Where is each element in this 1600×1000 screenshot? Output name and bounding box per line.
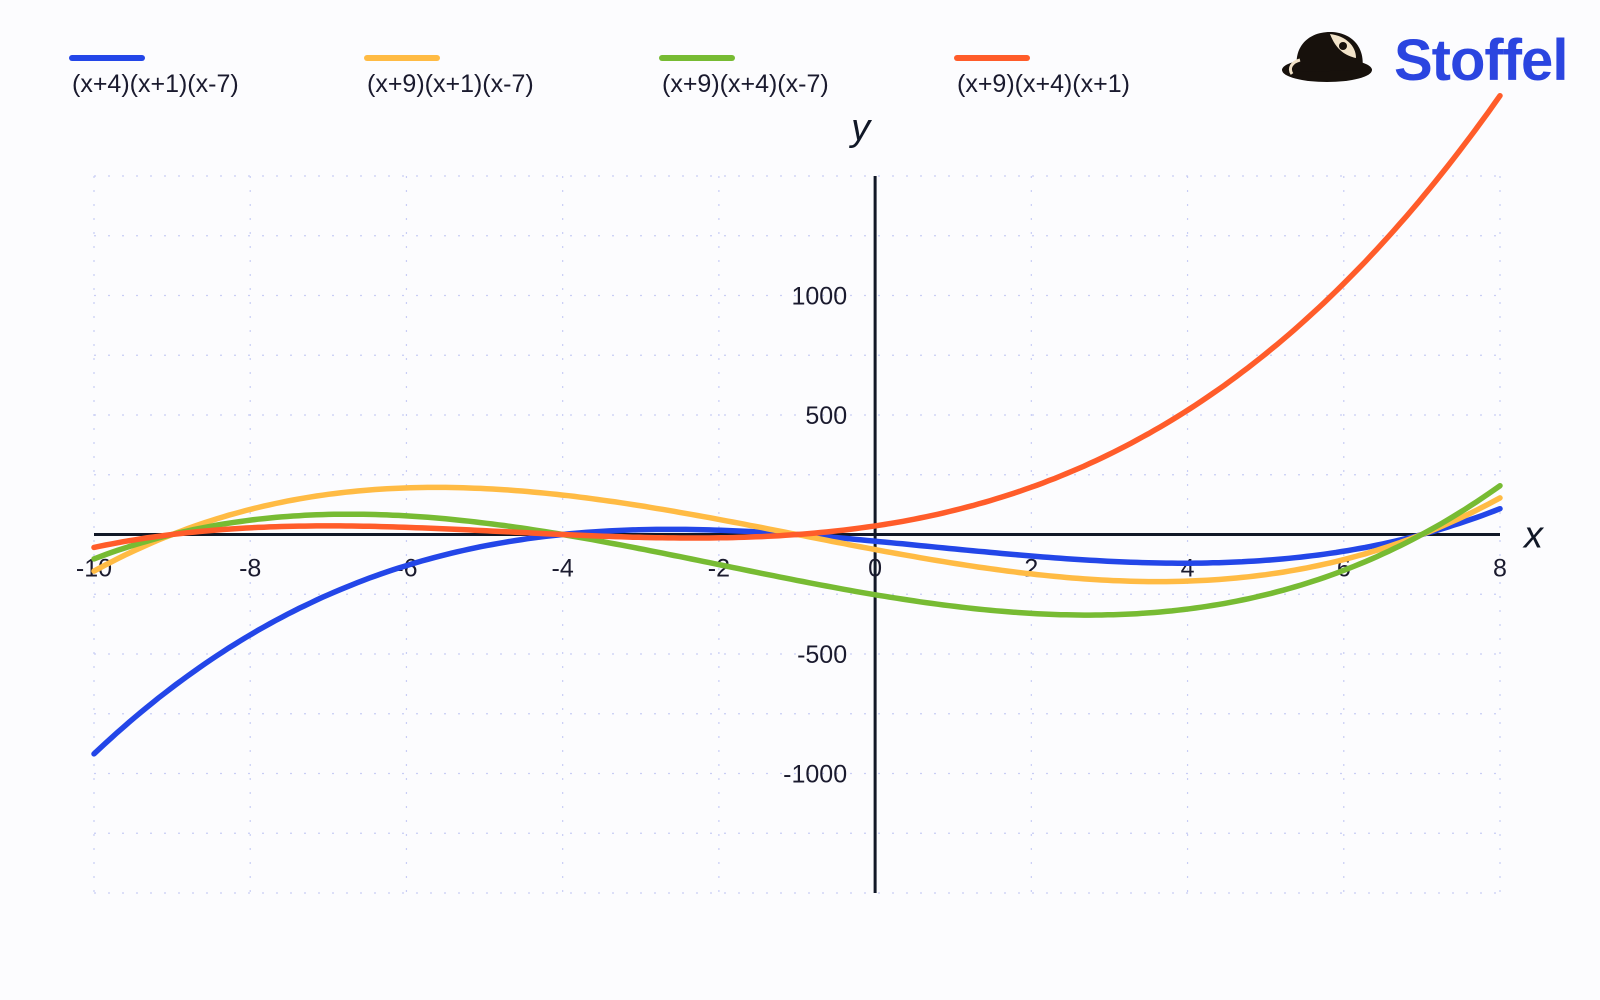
series-line [91, 505, 1503, 757]
legend-label: (x+9)(x+4)(x-7) [662, 70, 829, 98]
y-tick-label: -1000 [783, 761, 847, 789]
brand-name: Stoffel [1394, 28, 1567, 93]
legend: (x+4)(x+1)(x-7) (x+9)(x+1)(x-7) (x+9)(x+4)… [69, 55, 1130, 98]
x-tick-label: 0 [868, 555, 882, 583]
series-line [91, 482, 1503, 618]
legend-label: (x+4)(x+1)(x-7) [72, 70, 239, 98]
x-axis-title: x [1522, 515, 1545, 557]
y-tick-label: 500 [805, 402, 847, 430]
y-tick-label: 1000 [791, 283, 847, 311]
y-tick-label: -500 [797, 641, 847, 669]
brand-logo: Stoffel [1282, 28, 1568, 93]
mole-icon [1282, 32, 1372, 82]
series-lines [91, 92, 1503, 757]
series-line [91, 92, 1503, 551]
legend-label: (x+9)(x+4)(x+1) [957, 70, 1130, 98]
x-tick-label: 8 [1493, 555, 1507, 583]
y-axis-title: y [848, 107, 872, 149]
x-tick-label: -4 [552, 555, 574, 583]
x-tick-label: -8 [239, 555, 261, 583]
legend-label: (x+9)(x+1)(x-7) [367, 70, 534, 98]
